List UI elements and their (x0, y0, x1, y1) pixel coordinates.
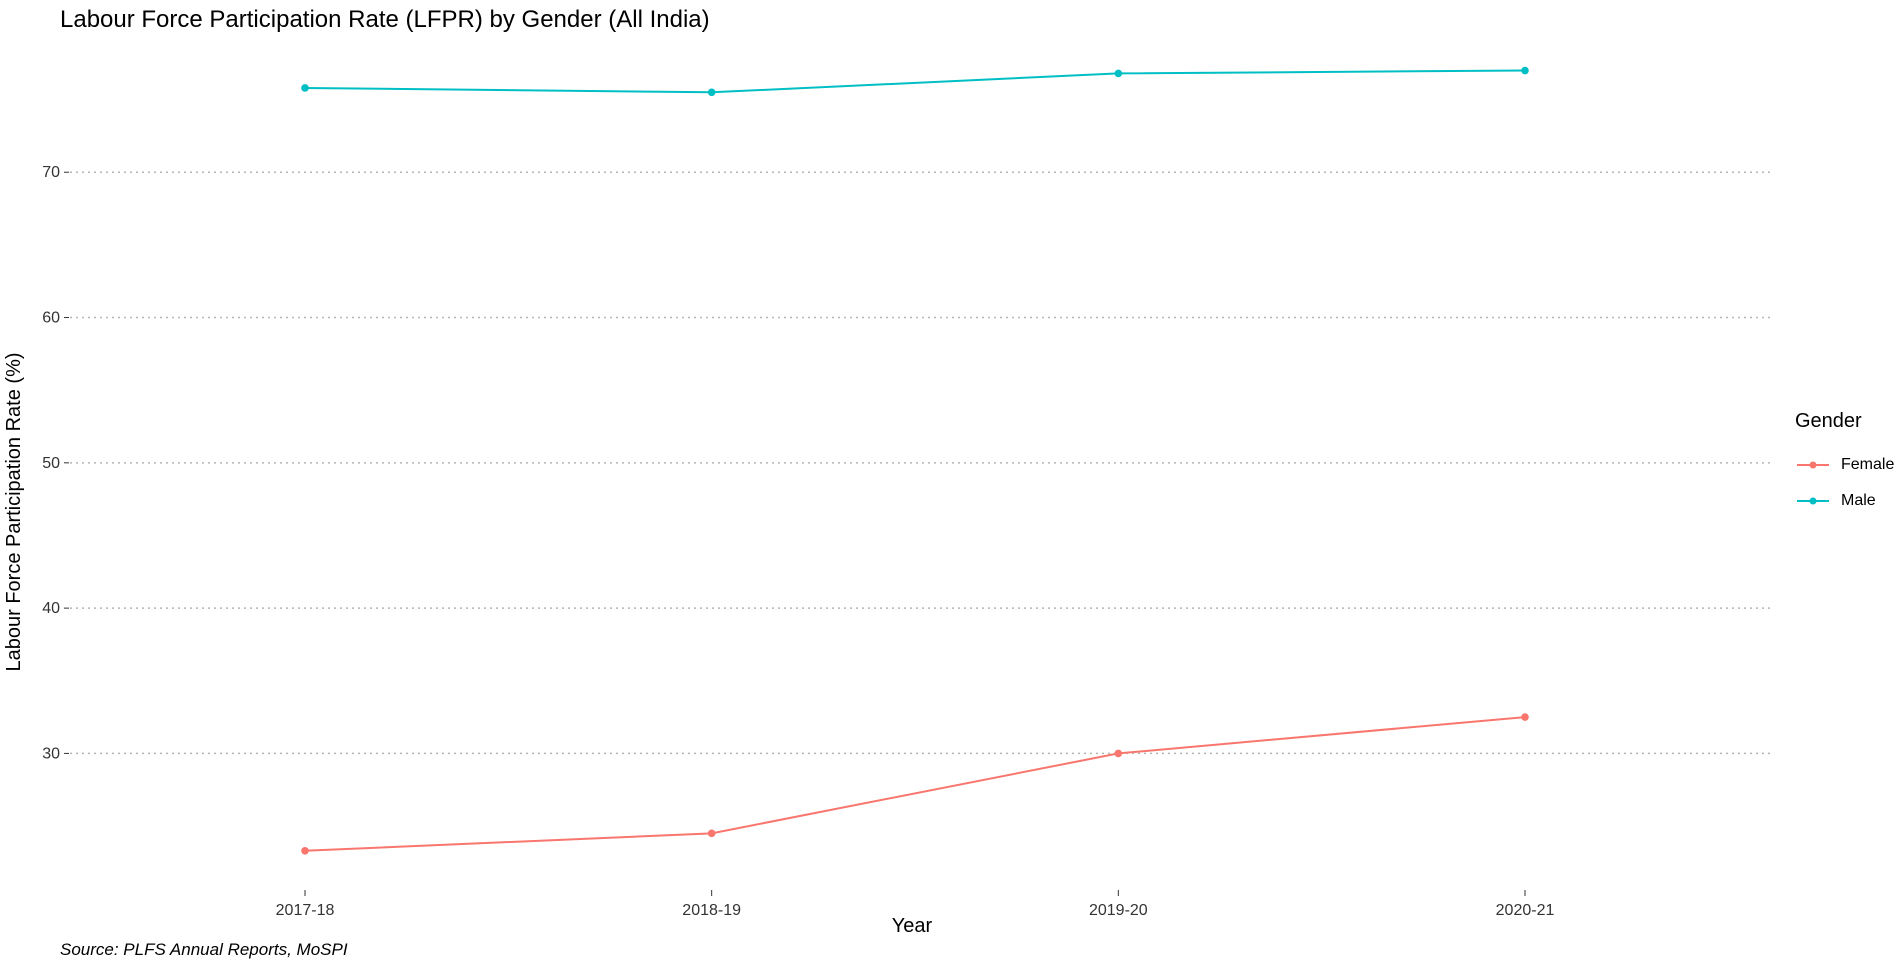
series-lines (304, 69, 1526, 852)
x-tick-label: 2017-18 (276, 902, 335, 919)
gridlines (70, 171, 1773, 755)
data-point-male (707, 88, 716, 97)
chart-title: Labour Force Participation Rate (LFPR) b… (60, 6, 710, 33)
y-tick-label: 50 (42, 455, 60, 472)
legend-item-male: Male (1795, 483, 1894, 519)
x-axis-title: Year (892, 915, 933, 937)
legend-label-female: Female (1841, 456, 1895, 473)
y-tick-label: 60 (42, 310, 60, 327)
x-axis-ticks: 2017-18 2018-19 2019-20 2020-21 (276, 890, 1555, 919)
legend-label-male: Male (1841, 492, 1876, 509)
data-point-female (707, 829, 716, 838)
x-tick-label: 2019-20 (1089, 902, 1148, 919)
x-tick-label: 2018-19 (682, 902, 741, 919)
legend-key-female (1797, 461, 1829, 469)
data-point-female (301, 846, 309, 855)
chart-caption: Source: PLFS Annual Reports, MoSPI (60, 940, 348, 959)
data-point-male (301, 84, 309, 92)
y-tick-label: 30 (42, 745, 60, 762)
series-points (301, 66, 1529, 855)
legend-item-female: Female (1795, 447, 1894, 483)
legend-title: Gender (1795, 410, 1862, 432)
y-tick-label: 40 (42, 600, 60, 617)
series-line-female (304, 716, 1526, 852)
y-tick-label: 70 (42, 164, 60, 181)
y-axis-title: Labour Force Participation Rate (%) (3, 352, 25, 671)
data-point-female (1114, 749, 1123, 758)
data-point-male (1114, 69, 1123, 78)
legend-key-point-male (1809, 497, 1817, 505)
series-line-male (304, 69, 1526, 94)
legend-key-point-female (1809, 461, 1817, 469)
data-point-female (1521, 713, 1529, 721)
legend: Gender Female Male (1795, 410, 1894, 519)
x-tick-label: 2020-21 (1496, 902, 1555, 919)
y-axis-ticks: 30 40 50 60 70 (42, 164, 69, 762)
legend-key-male (1797, 497, 1829, 505)
data-point-male (1521, 66, 1529, 75)
